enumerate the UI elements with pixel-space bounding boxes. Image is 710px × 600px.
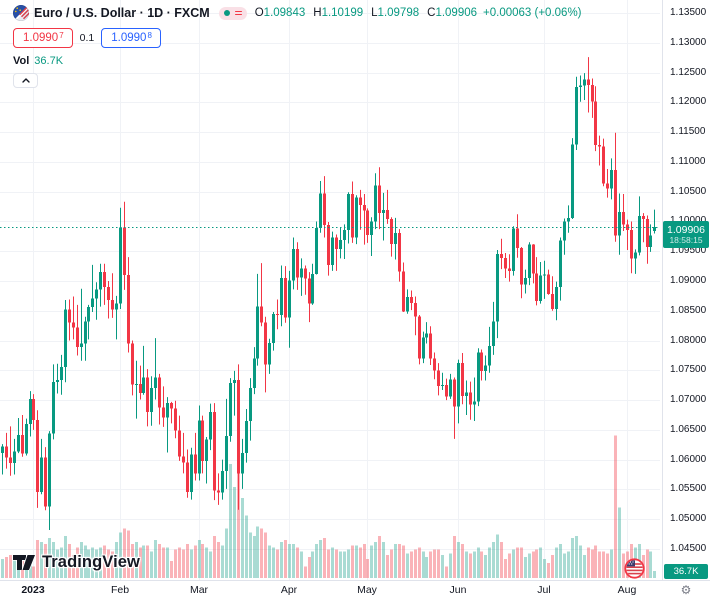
price-axis-label: 1.13000	[670, 37, 707, 48]
price-axis-label: 1.05000	[670, 513, 707, 524]
eurusd-pair-icon	[13, 5, 29, 21]
gridlines	[0, 0, 660, 580]
price-axis-label: 1.11000	[670, 156, 706, 167]
candle-series	[1, 57, 656, 530]
price-axis[interactable]: 1.13500 1.13000 1.12500 1.12000 1.11500 1.110…	[662, 0, 710, 580]
bar-countdown: 18:58:15	[669, 234, 703, 245]
us-market-flag-icon[interactable]	[624, 558, 645, 584]
sell-bid-button[interactable]: 1.0990 7	[13, 28, 73, 48]
ohlc-high: H1.10199	[313, 7, 364, 19]
axis-settings-gear-icon[interactable]: ⚙	[680, 583, 692, 597]
symbol-title[interactable]: Euro / U.S. Dollar · 1D · FXCM	[34, 6, 210, 20]
price-axis-label: 1.11500	[670, 126, 706, 137]
tradingview-mark-icon	[13, 555, 36, 570]
price-axis-label: 1.12000	[670, 96, 707, 107]
ohlc-close: C1.09906	[427, 7, 478, 19]
price-axis-label: 1.06000	[670, 454, 707, 465]
price-axis-label: 1.04500	[670, 543, 707, 554]
volume-current-value: 36.7K	[34, 55, 64, 67]
current-price-value: 1.09906	[667, 223, 705, 236]
price-axis-label: 1.13500	[670, 7, 707, 18]
buy-ask-button[interactable]: 1.0990 8	[101, 28, 161, 48]
time-axis-label: Jun	[449, 584, 467, 596]
time-axis-label: Feb	[110, 584, 130, 596]
delayed-data-icon	[234, 9, 242, 17]
price-axis-label: 1.08000	[670, 335, 707, 346]
current-price-label: 1.09906 18:58:15	[663, 221, 709, 248]
volume-series	[1, 435, 656, 578]
chart-legend: Euro / U.S. Dollar · 1D · FXCM O1.09843 …	[13, 3, 582, 88]
spread-value: 0.1	[79, 32, 95, 44]
time-axis-label: Aug	[617, 584, 637, 596]
volume-legend: Vol 36.7K	[13, 54, 582, 68]
time-axis-label: Mar	[189, 584, 209, 596]
volume-label: Vol	[13, 55, 30, 67]
chevron-up-icon	[21, 78, 30, 83]
price-axis-label: 1.08500	[670, 305, 707, 316]
time-axis-label: Apr	[280, 584, 298, 596]
price-axis-label: 1.09000	[670, 275, 707, 286]
time-axis[interactable]: 2023 Feb Mar Apr May Jun Jul Aug	[0, 580, 710, 600]
market-open-dot-icon	[223, 10, 230, 16]
time-axis-label: 2023	[21, 584, 45, 596]
volume-axis-label: 36.7K	[664, 564, 708, 579]
tradingview-logo[interactable]: TradingView	[13, 553, 140, 572]
price-axis-label: 1.05500	[670, 483, 707, 494]
tradingview-logo-text: TradingView	[42, 553, 140, 571]
market-status-badge[interactable]	[218, 6, 247, 20]
price-axis-label: 1.07000	[670, 394, 707, 405]
price-axis-label: 1.09500	[670, 245, 707, 256]
change-value: +0.00063 (+0.06%)	[483, 7, 582, 19]
price-axis-label: 1.10500	[670, 186, 707, 197]
price-axis-label: 1.06500	[670, 424, 707, 435]
price-axis-label: 1.12500	[670, 67, 707, 78]
collapse-legend-button[interactable]	[13, 73, 38, 88]
price-axis-label: 1.10000	[670, 215, 706, 226]
time-axis-label: May	[357, 584, 377, 596]
ohlc-open: O1.09843	[254, 7, 306, 19]
ohlc-low: L1.09798	[371, 7, 420, 19]
time-axis-label: Jul	[537, 584, 551, 596]
price-axis-label: 1.07500	[670, 364, 707, 375]
